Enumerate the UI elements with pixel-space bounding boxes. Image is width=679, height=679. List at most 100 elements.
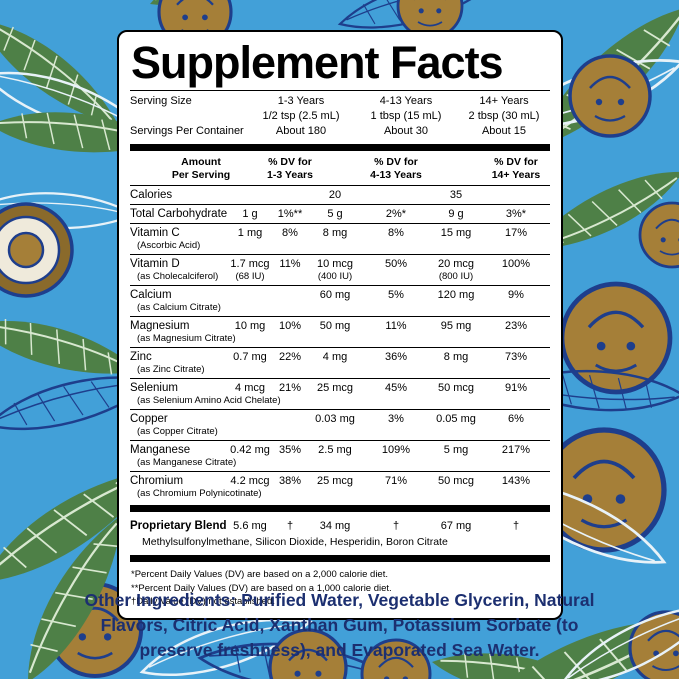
dv-4-13: 50%	[384, 258, 408, 270]
dv-14plus: 6%	[508, 413, 524, 425]
nutrient-name-cell: Calcium (as Calcium Citrate)	[130, 288, 228, 314]
dv-14plus: 17%	[504, 227, 528, 239]
amount-4-13: 8 mg	[322, 227, 348, 239]
panel-title: Supplement Facts	[131, 37, 504, 88]
nutrient-name-cell: Chromium (as Chromium Polynicotinate)	[130, 474, 262, 500]
nutrient-name: Total Carbohydrate	[130, 208, 228, 220]
amount-4-13: 25 mcg	[316, 475, 354, 487]
dv-4-13: 11%	[385, 320, 407, 332]
serving-size-3: 2 tbsp (30 mL)	[468, 110, 540, 122]
dv-4-13: 71%	[384, 475, 408, 487]
nutrient-name-cell: Zinc (as Zinc Citrate)	[130, 350, 228, 376]
amount-14plus: 15 mg	[440, 227, 472, 239]
nutrient-subname: (as Chromium Polynicotinate)	[137, 488, 262, 499]
dv-1-3: 11%	[279, 258, 301, 270]
footnote-dv-not-established: †Daily Value (DV) not established.	[131, 596, 275, 607]
amount-14plus: 8 mg	[443, 351, 469, 363]
dv-4-13: 45%	[384, 382, 408, 394]
nutrient-name-cell: Manganese (as Manganese Citrate)	[130, 443, 237, 469]
nutrient-name-cell: Vitamin C (Ascorbic Acid)	[130, 226, 228, 252]
footnote-1000-calorie: **Percent Daily Values (DV) are based on…	[131, 582, 392, 594]
thick-divider	[130, 144, 550, 151]
amount-1-3: 4 mcg	[235, 382, 265, 394]
age-group-1: 1-3 Years	[277, 95, 325, 107]
nutrient-name: Manganese	[130, 444, 191, 456]
nutrient-subname: (as Magnesium Citrate)	[137, 333, 236, 344]
nutrient-name: Vitamin D	[130, 258, 180, 270]
nutrient-row: Calcium (as Calcium Citrate) 60 mg 5% 12…	[130, 285, 550, 316]
dv-1-3: 8%	[282, 227, 298, 239]
nutrient-subname: (as Manganese Citrate)	[137, 457, 237, 468]
dv-14plus: 9%	[508, 289, 524, 301]
amount-4-13: 50 mg	[319, 320, 351, 332]
nutrient-name: Chromium	[130, 475, 184, 487]
dv-14plus: 3%*	[505, 208, 527, 220]
nutrient-name-cell: Total Carbohydrate	[130, 207, 228, 221]
nutrient-name: Calories	[130, 189, 173, 201]
amount-14plus: 35	[449, 189, 463, 201]
amount-4-13: 10 mcg (400 IU)	[316, 258, 354, 282]
nutrient-row: Magnesium (as Magnesium Citrate) 10 mg 1…	[130, 316, 550, 347]
serving-size-2: 1 tbsp (15 mL)	[370, 110, 442, 122]
amount-14plus: 50 mcg	[437, 475, 475, 487]
nutrient-row: Zinc (as Zinc Citrate) 0.7 mg 22% 4 mg 3…	[130, 347, 550, 378]
amount-per-serving-header: Amount Per Serving	[171, 156, 231, 181]
servings-per-container-label: Servings Per Container	[130, 125, 244, 137]
dv-4-13: 5%	[388, 289, 404, 301]
amount-1-3: 0.42 mg	[230, 444, 270, 456]
proprietary-blend-row: Proprietary Blend 5.6 mg † 34 mg † 67 mg…	[130, 515, 550, 534]
amount-14plus: 50 mcg	[437, 382, 475, 394]
nutrient-row: Total Carbohydrate 1 g 1%** 5 g 2%* 9 g …	[130, 204, 550, 223]
nutrient-subname: (Ascorbic Acid)	[137, 240, 201, 251]
dv-header-1-3-years: % DV for 1-3 Years	[267, 156, 313, 181]
coconut-decoration	[562, 284, 670, 392]
coconut-decoration	[568, 54, 652, 138]
dv-4-13: 36%	[384, 351, 408, 363]
amount-4-13: 25 mcg	[316, 382, 354, 394]
dv-1-3: 22%	[278, 351, 302, 363]
amount-1-3: 10 mg	[234, 320, 266, 332]
nutrient-row: Selenium (as Selenium Amino Acid Chelate…	[130, 378, 550, 409]
serving-size-1: 1/2 tsp (2.5 mL)	[262, 110, 340, 122]
thin-divider	[130, 90, 550, 91]
amount-4-13: 2.5 mg	[318, 444, 352, 456]
amount-1-3: 0.7 mg	[233, 351, 267, 363]
servings-count-1: About 180	[275, 125, 327, 137]
blend-dv-1-3: †	[286, 520, 294, 532]
dv-14plus: 91%	[504, 382, 528, 394]
amount-4-13: 5 g	[327, 208, 343, 220]
dv-14plus: 143%	[501, 475, 531, 487]
nutrient-row: Copper (as Copper Citrate) 0.03 mg 3% 0.…	[130, 409, 550, 440]
blend-name: Proprietary Blend	[130, 520, 227, 532]
nutrient-name-cell: Selenium (as Selenium Amino Acid Chelate…	[130, 381, 281, 407]
nutrient-subname: (as Calcium Citrate)	[137, 302, 221, 313]
amount-4-13: 60 mg	[319, 289, 351, 301]
supplement-facts-panel: Supplement Facts Serving Size 1-3 Years …	[117, 30, 563, 620]
age-group-3: 14+ Years	[479, 95, 529, 107]
blend-amount-4-13: 34 mg	[319, 520, 351, 532]
nutrient-subname: (as Cholecalciferol)	[137, 271, 219, 282]
nutrient-subname: (as Zinc Citrate)	[137, 364, 205, 375]
nutrient-row: Calories 20 35	[130, 185, 550, 204]
dv-4-13: 3%	[388, 413, 404, 425]
nutrient-name: Zinc	[130, 351, 152, 363]
thick-divider	[130, 505, 550, 512]
amount-14plus: 0.05 mg	[436, 413, 476, 425]
spacer-cell	[130, 109, 248, 124]
dv-4-13: 109%	[381, 444, 411, 456]
blend-amount-1-3: 5.6 mg	[233, 520, 267, 532]
dv-14plus: 23%	[504, 320, 528, 332]
age-group-2: 4-13 Years	[379, 95, 433, 107]
nutrient-name: Copper	[130, 413, 168, 425]
blend-dv-4-13: †	[392, 520, 400, 532]
dv-14plus: 217%	[501, 444, 531, 456]
serving-size-label: Serving Size	[130, 95, 192, 107]
blend-amount-14plus: 67 mg	[440, 520, 472, 532]
dv-1-3: 1%**	[277, 208, 303, 220]
nutrient-row: Chromium (as Chromium Polynicotinate) 4.…	[130, 471, 550, 502]
nutrient-name: Calcium	[130, 289, 172, 301]
nutrient-name-cell: Copper (as Copper Citrate)	[130, 412, 228, 438]
blend-dv-14plus: †	[512, 520, 520, 532]
amount-14plus: 95 mg	[440, 320, 472, 332]
